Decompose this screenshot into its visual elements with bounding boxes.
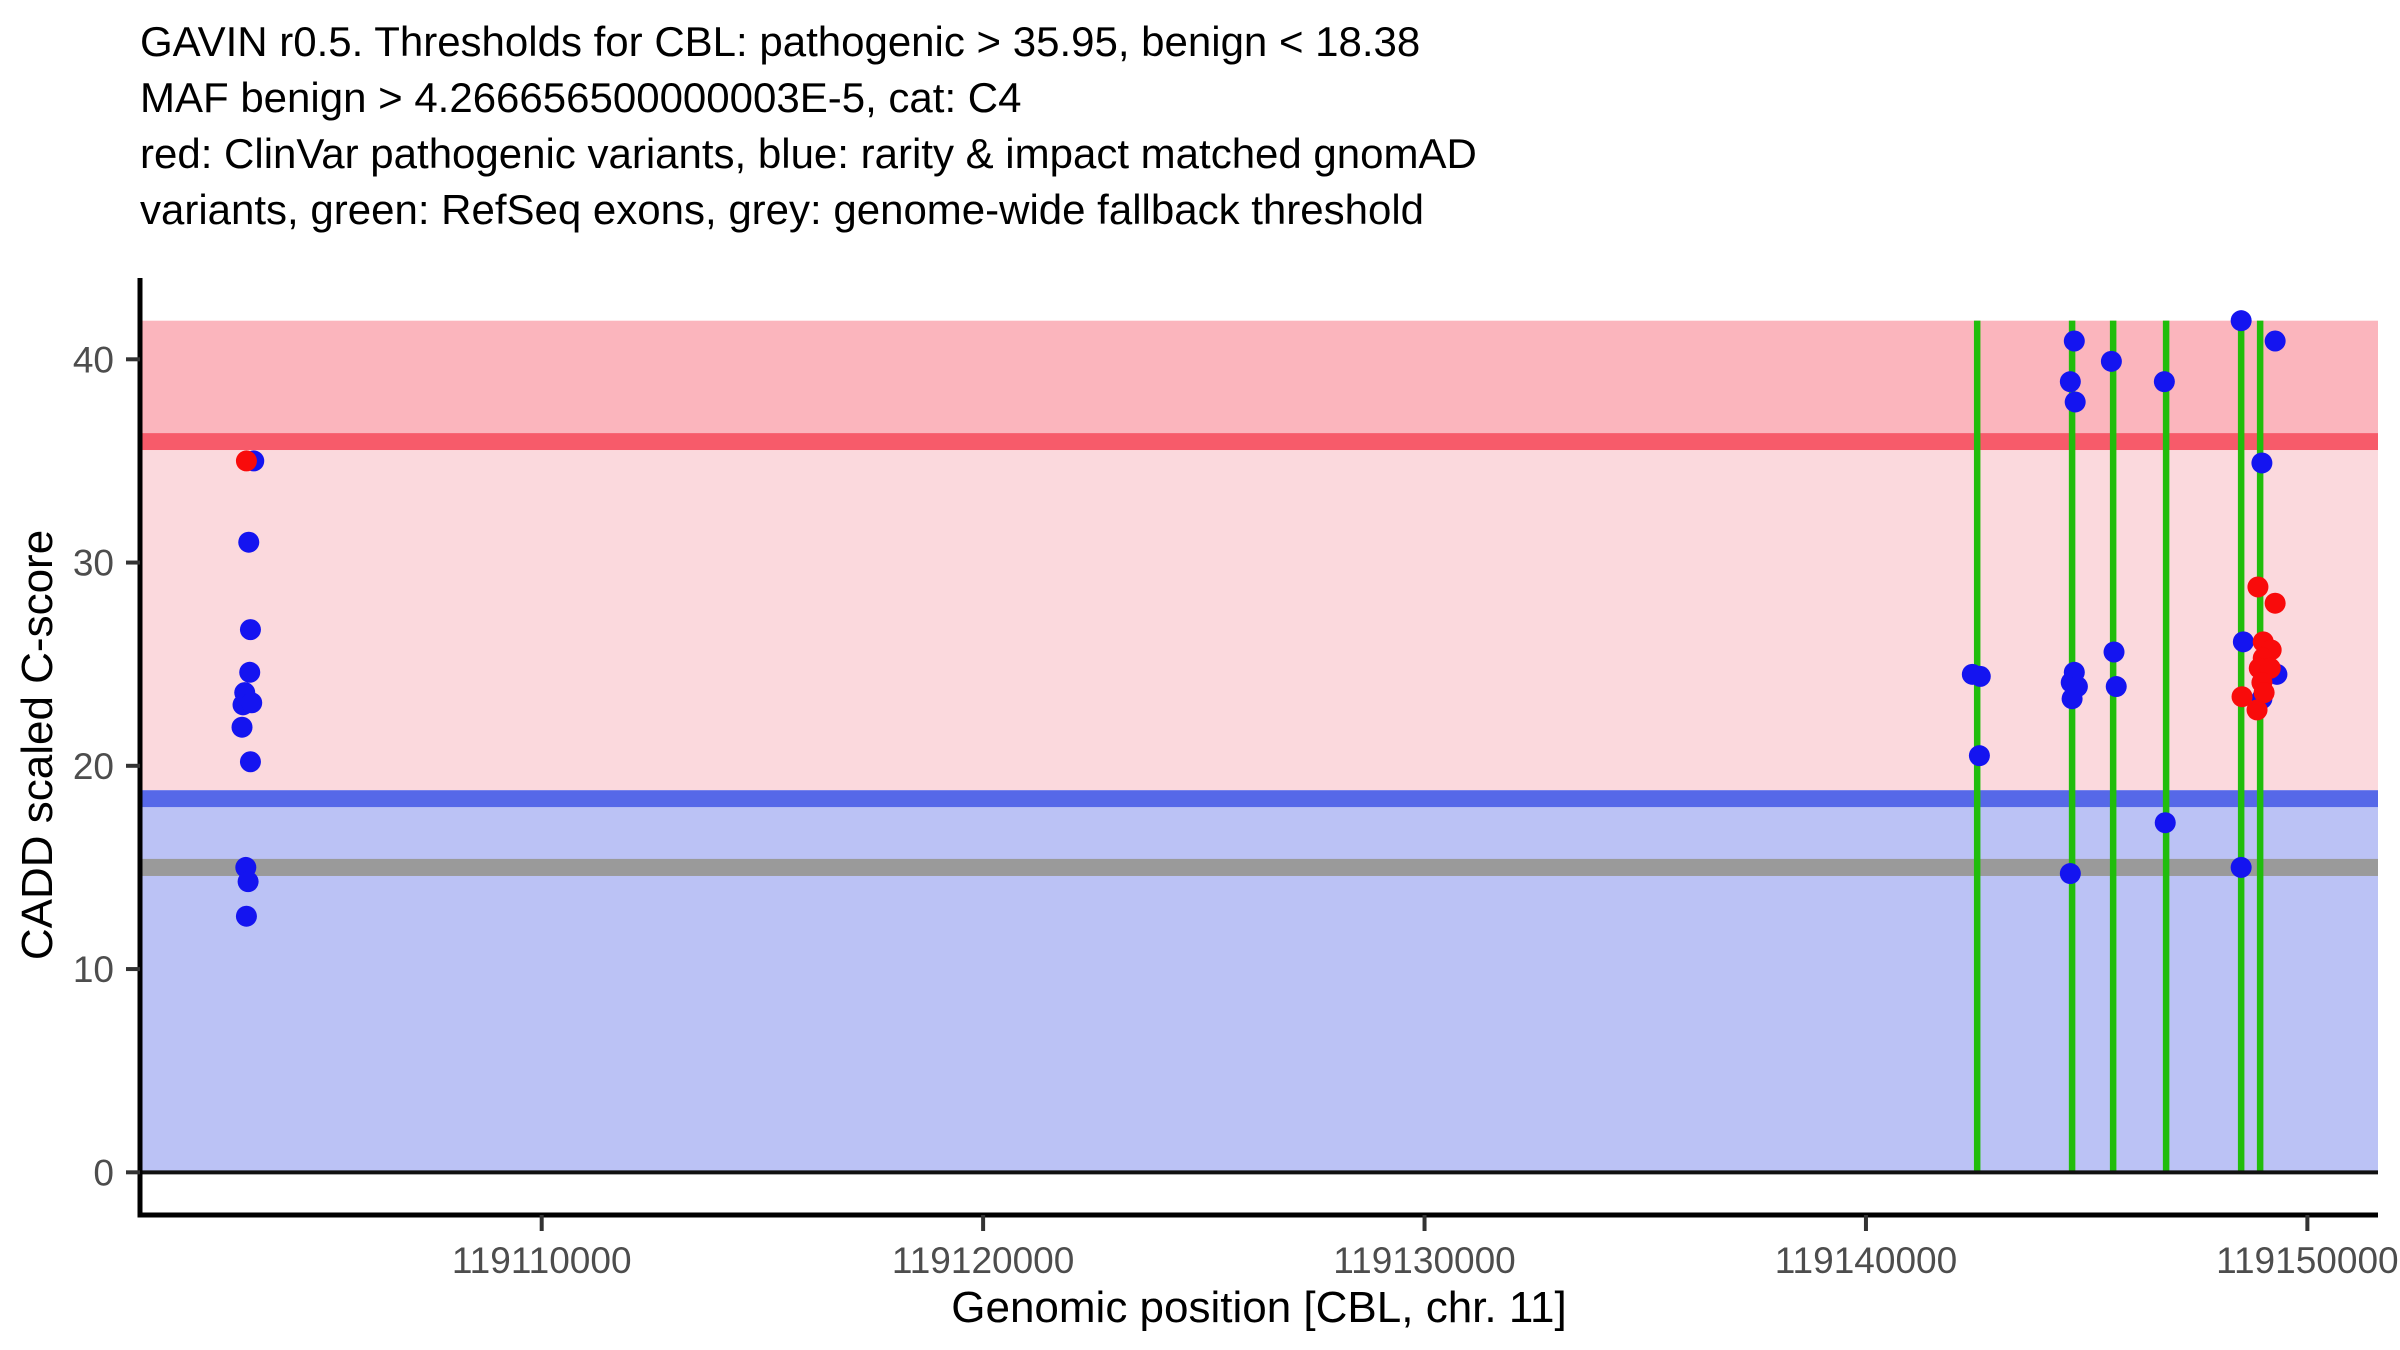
gnomad-matched-point bbox=[239, 619, 261, 641]
gnomad-matched-point bbox=[2059, 863, 2081, 885]
gnomad-matched-point bbox=[2064, 391, 2086, 413]
plot-title-line-4: variants, green: RefSeq exons, grey: gen… bbox=[140, 186, 1425, 233]
gnomad-matched-point bbox=[231, 716, 253, 738]
gnomad-matched-point bbox=[239, 751, 261, 773]
y-axis-tick-label: 0 bbox=[93, 1152, 114, 1193]
clinvar-pathogenic-point bbox=[2264, 592, 2286, 614]
plot-title: GAVIN r0.5. Thresholds for CBL: pathogen… bbox=[140, 14, 1477, 238]
gnomad-matched-point bbox=[2232, 631, 2254, 653]
gnomad-matched-point bbox=[238, 531, 260, 553]
gnomad-matched-point bbox=[239, 661, 261, 683]
gnomad-matched-point bbox=[235, 905, 257, 927]
gnomad-matched-point bbox=[2105, 676, 2127, 698]
plot-title-line-3: red: ClinVar pathogenic variants, blue: … bbox=[140, 130, 1477, 177]
fallback-threshold-line bbox=[140, 858, 2378, 876]
gnomad-matched-point bbox=[2154, 812, 2176, 834]
pathogenic-threshold-line bbox=[140, 433, 2378, 451]
gnomad-matched-point bbox=[2059, 371, 2081, 393]
x-axis-tick-label: 119140000 bbox=[1775, 1240, 1957, 1281]
clinvar-pathogenic-point bbox=[235, 450, 257, 472]
y-axis-tick-label: 10 bbox=[73, 949, 114, 990]
vus-region-band bbox=[140, 450, 2378, 791]
gnomad-matched-point bbox=[2063, 330, 2085, 352]
y-axis-tick-label: 30 bbox=[73, 543, 114, 584]
clinvar-pathogenic-point bbox=[2247, 576, 2269, 598]
gnomad-matched-point bbox=[2103, 641, 2125, 663]
gnomad-matched-point bbox=[241, 692, 263, 714]
y-axis-tick-label: 40 bbox=[73, 339, 114, 380]
gnomad-matched-point bbox=[2264, 330, 2286, 352]
gnomad-matched-point bbox=[2230, 310, 2252, 332]
gnomad-matched-point bbox=[2230, 856, 2252, 878]
pathogenic-region-band bbox=[140, 320, 2378, 434]
clinvar-pathogenic-point bbox=[2253, 682, 2275, 704]
gnomad-matched-point bbox=[2251, 452, 2273, 474]
benign-threshold-line bbox=[140, 790, 2378, 808]
gnomad-matched-point bbox=[2153, 371, 2175, 393]
y-axis-tick-label: 20 bbox=[73, 746, 114, 787]
gnomad-matched-point bbox=[1968, 745, 1990, 767]
gnomad-matched-point bbox=[237, 871, 259, 893]
x-axis-tick-label: 119150000 bbox=[2216, 1240, 2398, 1281]
x-axis-title: Genomic position [CBL, chr. 11] bbox=[951, 1283, 1567, 1332]
plot-title-line-2: MAF benign > 4.266656500000003E-5, cat: … bbox=[140, 74, 1022, 121]
gnomad-matched-point bbox=[2100, 350, 2122, 372]
clinvar-pathogenic-point bbox=[2246, 699, 2268, 721]
x-axis-tick-label: 119120000 bbox=[892, 1240, 1074, 1281]
x-axis-tick-label: 119110000 bbox=[452, 1240, 632, 1281]
gnomad-matched-point bbox=[1969, 665, 1991, 687]
gnomad-matched-point bbox=[2061, 688, 2083, 710]
clinvar-pathogenic-point bbox=[2231, 686, 2253, 708]
x-axis-tick-label: 119130000 bbox=[1333, 1240, 1515, 1281]
plot-title-line-1: GAVIN r0.5. Thresholds for CBL: pathogen… bbox=[140, 18, 1421, 65]
